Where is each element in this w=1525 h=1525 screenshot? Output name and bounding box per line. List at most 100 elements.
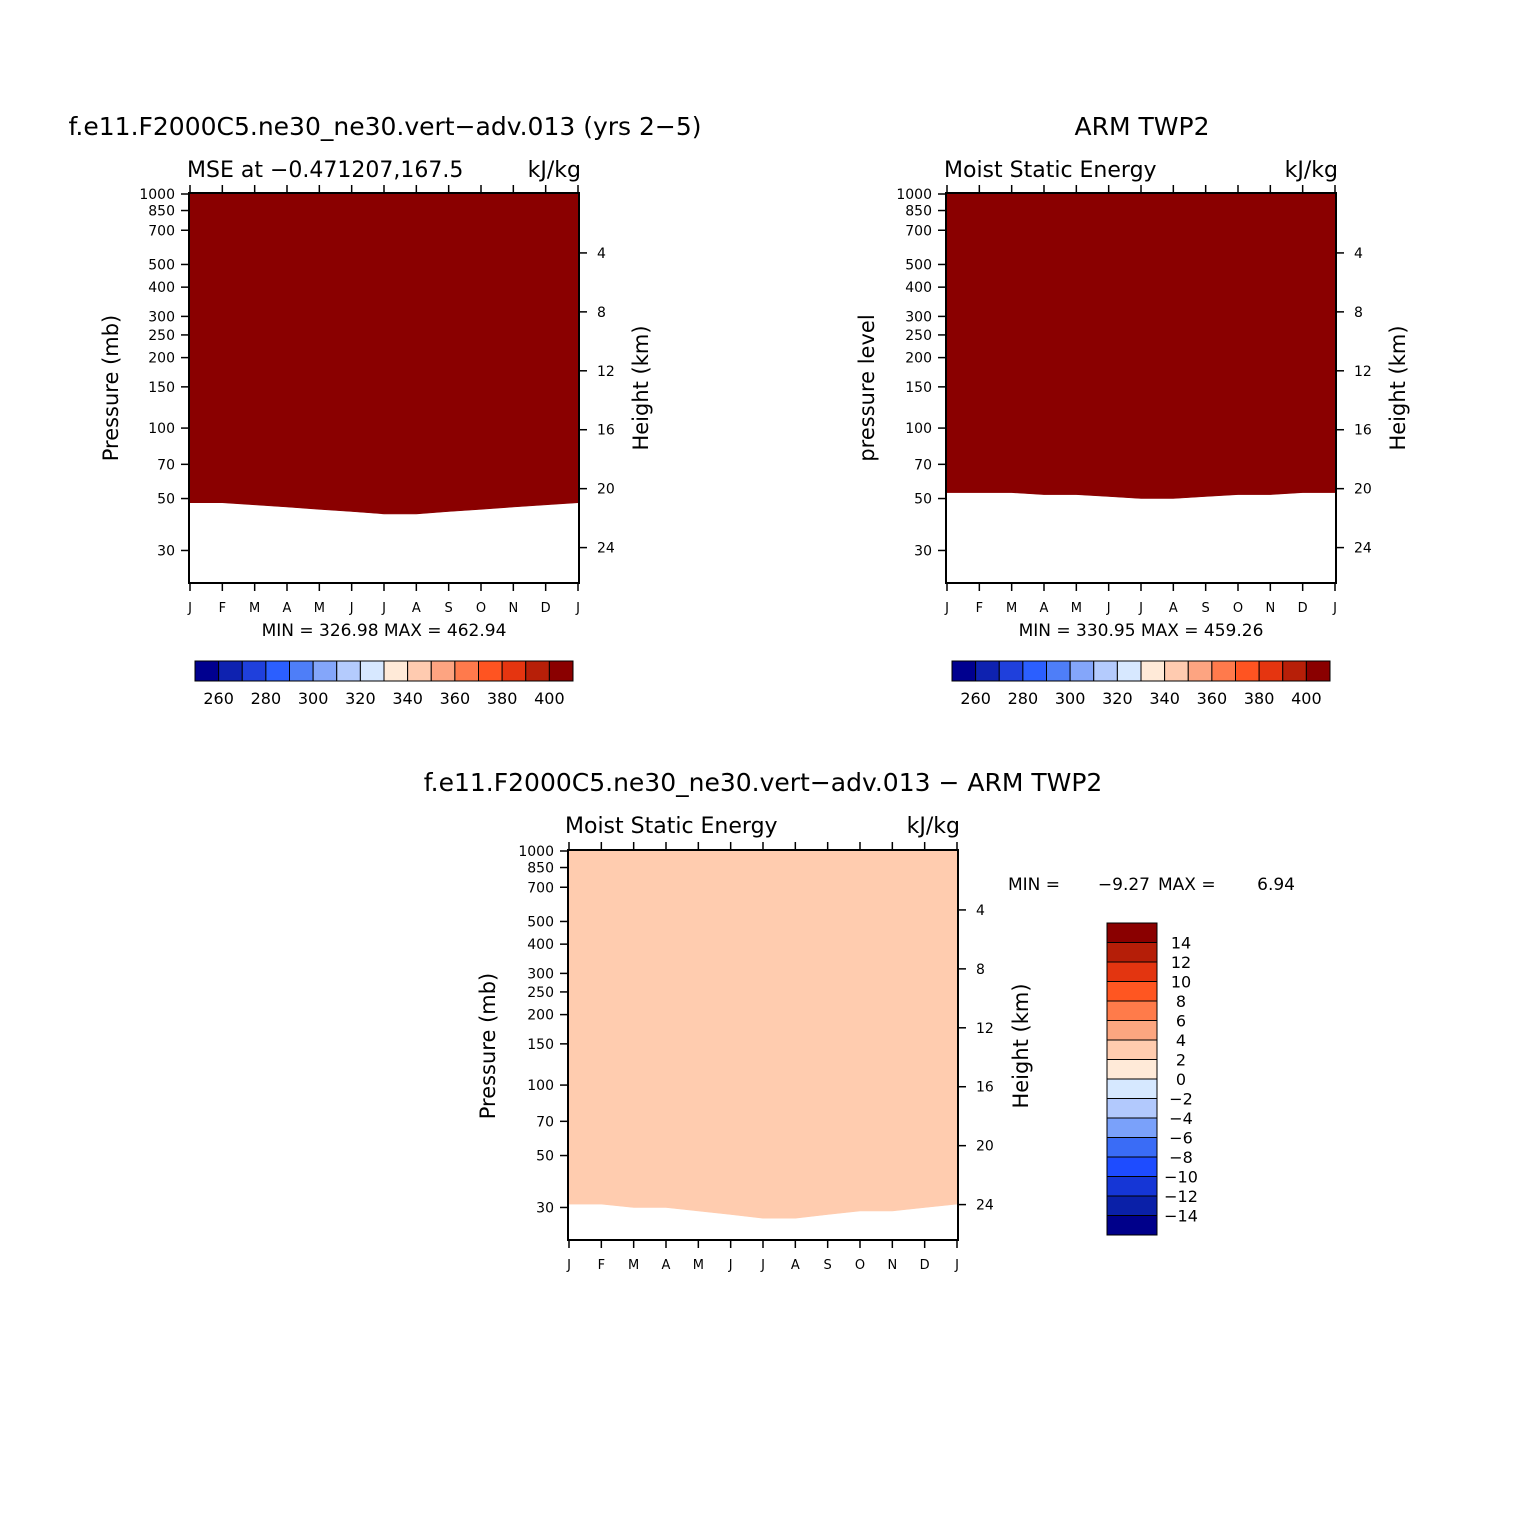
- x-tick-label: O: [855, 1258, 865, 1273]
- colorbar-cell: [1106, 1098, 1158, 1119]
- colorbar-label: 380: [487, 689, 518, 708]
- x-tick-label: M: [1071, 601, 1082, 616]
- y-tick-label: 300: [527, 966, 554, 982]
- chart-subtitle-left: Moist Static Energy: [565, 814, 778, 839]
- colorbar-label: 280: [251, 689, 282, 708]
- x-tick-label: J: [944, 601, 949, 616]
- colorbar-label: 10: [1171, 973, 1191, 992]
- panel-diff: f.e11.F2000C5.ne30_ne30.vert−adv.013 − A…: [424, 768, 1295, 1273]
- x-tick-label: N: [1265, 601, 1275, 616]
- min-max-readout: MIN = 330.95 MAX = 459.26: [1019, 621, 1264, 641]
- min-max-readout: MIN = 326.98 MAX = 462.94: [262, 621, 507, 641]
- x-tick-label: J: [1138, 601, 1143, 616]
- y-tick-label: 50: [914, 492, 932, 508]
- x-tick-label: A: [662, 1258, 671, 1273]
- colorbar-label: 340: [1149, 689, 1180, 708]
- y-tick-label: 700: [148, 223, 175, 239]
- colorbar-cell: [336, 660, 361, 682]
- max-value: 6.94: [1257, 875, 1295, 895]
- x-tick-label: A: [283, 601, 292, 616]
- colorbar-label: 360: [440, 689, 471, 708]
- colorbar-cell: [1106, 1059, 1158, 1080]
- colorbar-label: 300: [1055, 689, 1086, 708]
- colorbar-cell: [1106, 1117, 1158, 1138]
- colorbar-cell: [1258, 660, 1284, 682]
- colorbar-cell: [1106, 1020, 1158, 1041]
- colorbar-label: 6: [1176, 1012, 1186, 1031]
- y-tick-label: 850: [905, 204, 932, 220]
- y-tick-label: 700: [527, 880, 554, 896]
- x-tick-label: N: [508, 601, 518, 616]
- colorbar-label: 360: [1197, 689, 1228, 708]
- y-axis-label: Pressure (mb): [476, 973, 500, 1120]
- y-right-tick-label: 20: [597, 482, 615, 498]
- colorbar-cell: [454, 660, 479, 682]
- x-tick-label: J: [954, 1258, 959, 1273]
- colorbar-cell: [194, 660, 220, 682]
- colorbar-cell: [975, 660, 1000, 682]
- y-tick-label: 1000: [139, 187, 175, 203]
- y-right-tick-label: 24: [976, 1198, 994, 1214]
- colorbar-cell: [1116, 660, 1142, 682]
- y-tick-label: 70: [914, 457, 932, 473]
- chart-subtitle-left: Moist Static Energy: [944, 158, 1157, 183]
- colorbar-cell: [1211, 660, 1236, 682]
- y-tick-label: 70: [536, 1114, 554, 1130]
- colorbar-cell: [359, 660, 385, 682]
- colorbar-cell: [1106, 942, 1158, 963]
- colorbar-label: 320: [345, 689, 376, 708]
- y-tick-label: 1000: [896, 187, 932, 203]
- chart-units: kJ/kg: [1285, 158, 1338, 183]
- y-right-tick-label: 4: [976, 903, 985, 919]
- x-tick-label: J: [1106, 601, 1111, 616]
- y-right-tick-label: 16: [597, 423, 615, 439]
- colorbar-label: 380: [1244, 689, 1275, 708]
- y-tick-label: 150: [905, 380, 932, 396]
- x-tick-label: F: [219, 601, 226, 616]
- x-tick-label: D: [1298, 601, 1308, 616]
- y-right-tick-label: 8: [1354, 305, 1363, 321]
- x-tick-label: O: [1233, 601, 1243, 616]
- plot-area: [947, 194, 1335, 499]
- colorbar-cell: [951, 660, 977, 682]
- x-tick-label: A: [1040, 601, 1049, 616]
- colorbar-cell: [241, 660, 267, 682]
- colorbar-label: 260: [960, 689, 991, 708]
- x-tick-label: D: [920, 1258, 930, 1273]
- y-tick-label: 150: [148, 380, 175, 396]
- y-tick-label: 100: [905, 421, 932, 437]
- y-tick-label: 200: [905, 351, 932, 367]
- y-right-tick-label: 4: [1354, 246, 1363, 262]
- y-axis-right-label: Height (km): [629, 325, 653, 450]
- colorbar-cell: [998, 660, 1024, 682]
- colorbar-label: 400: [534, 689, 565, 708]
- colorbar-cell: [1022, 660, 1047, 682]
- colorbar-cell: [1106, 1195, 1158, 1216]
- colorbar-cell: [478, 660, 503, 682]
- max-label: MAX =: [1158, 875, 1216, 895]
- chart-title: ARM TWP2: [1075, 112, 1210, 141]
- min-value: −9.27: [1098, 875, 1150, 895]
- colorbar-label: 340: [392, 689, 423, 708]
- y-tick-label: 100: [148, 421, 175, 437]
- y-axis-right-label: Height (km): [1009, 983, 1033, 1108]
- y-tick-label: 500: [148, 257, 175, 273]
- y-right-tick-label: 8: [597, 305, 606, 321]
- colorbar-cell: [1106, 1156, 1158, 1177]
- y-right-tick-label: 20: [976, 1139, 994, 1155]
- y-tick-label: 100: [527, 1078, 554, 1094]
- plot-area: [569, 851, 957, 1219]
- contour-band: [947, 194, 1335, 499]
- colorbar-cell: [1140, 660, 1166, 682]
- colorbar-cell: [383, 660, 409, 682]
- colorbar-cell: [1164, 660, 1189, 682]
- x-tick-label: N: [887, 1258, 897, 1273]
- y-tick-label: 850: [148, 204, 175, 220]
- chart-units: kJ/kg: [528, 158, 581, 183]
- y-tick-label: 200: [527, 1008, 554, 1024]
- colorbar-label: −6: [1169, 1129, 1193, 1148]
- y-right-tick-label: 20: [1354, 482, 1372, 498]
- colorbar-label: 320: [1102, 689, 1133, 708]
- colorbar-cell: [1187, 660, 1213, 682]
